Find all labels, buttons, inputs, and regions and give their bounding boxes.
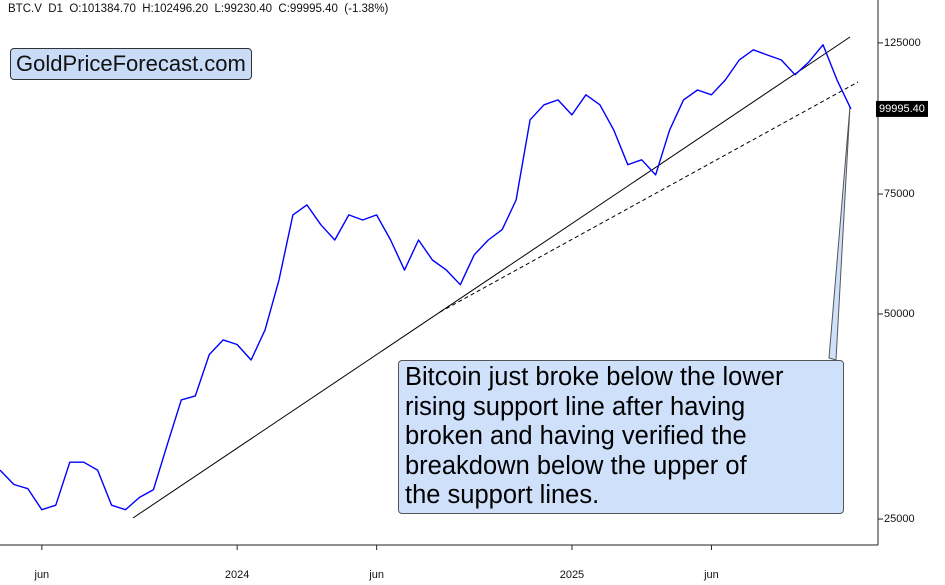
support-line-dashed: [439, 81, 859, 313]
annotation-line: breakdown below the upper of: [405, 451, 747, 480]
annotation-line: rising support line after having: [405, 392, 746, 421]
annotation-line: broken and having verified the: [405, 422, 747, 450]
annotation-line: the support lines.: [405, 481, 600, 509]
y-tick-label: 75000: [884, 188, 915, 200]
price-tag-label: 99995.40: [879, 103, 925, 115]
logo: GoldPriceForecast.com: [10, 48, 252, 80]
header: BTC.V D1 O:101384.70 H:102496.20 L:99230…: [8, 3, 389, 15]
callout-pointer: [828, 105, 851, 361]
x-tick-label: jun: [368, 569, 384, 581]
annotation: Bitcoin just broke below the lower rising…: [398, 360, 844, 514]
support-line: [132, 36, 851, 519]
x-tick-label: 2025: [560, 569, 584, 581]
x-tick-label: jun: [34, 569, 50, 581]
y-tick-label: 50000: [884, 308, 915, 320]
y-tick-label: 25000: [884, 513, 915, 525]
x-tick-label: 2024: [225, 569, 249, 581]
x-tick-label: jun: [703, 569, 719, 581]
price-tag: [876, 100, 928, 117]
y-tick-label: 125000: [884, 37, 921, 49]
annotation-line: Bitcoin just broke below the lower: [405, 363, 784, 391]
price-line: [0, 44, 852, 511]
